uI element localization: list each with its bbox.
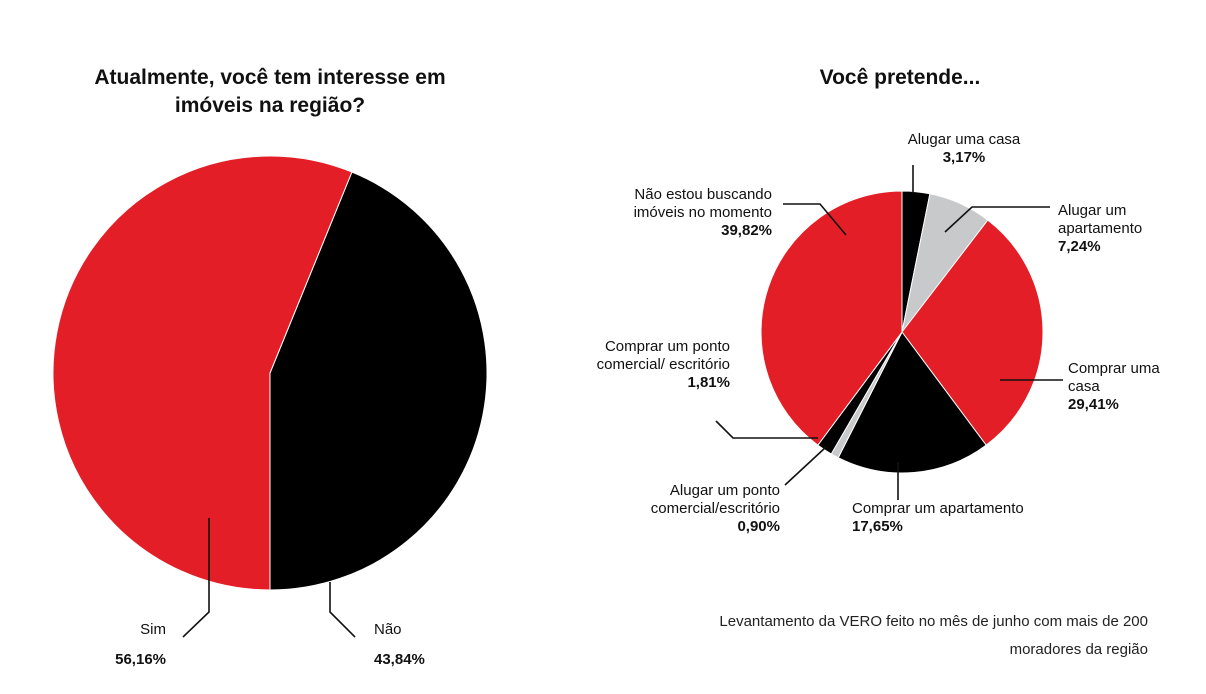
label-comprar-casa-value: 29,41% bbox=[1068, 396, 1119, 413]
pie1-slice-sim bbox=[52, 155, 353, 591]
pie2-slice-6 bbox=[760, 190, 903, 446]
label-nao-name: Não bbox=[374, 621, 402, 638]
leader-line-nao-buscando bbox=[783, 203, 847, 236]
label-alugar-ponto-value: 0,90% bbox=[737, 518, 780, 535]
pie2-slice-3 bbox=[837, 331, 987, 474]
label-alugar-apartamento: Alugar um apartamento 7,24% bbox=[1058, 202, 1168, 256]
label-comprar-casa-name: Comprar uma casa bbox=[1068, 360, 1160, 395]
chart-1-title: Atualmente, você tem interesse em imóvei… bbox=[94, 66, 446, 117]
label-comprar-casa: Comprar uma casa 29,41% bbox=[1068, 360, 1168, 414]
leader-line-alugar-apartamento bbox=[944, 206, 1050, 233]
leader-lines bbox=[182, 165, 1063, 638]
label-nao-buscando: Não estou buscando imóveis no momento 39… bbox=[592, 186, 772, 240]
label-alugar-casa: Alugar uma casa 3,17% bbox=[888, 131, 1040, 167]
leader-line-sim bbox=[182, 518, 210, 638]
label-alugar-apartamento-value: 7,24% bbox=[1058, 238, 1101, 255]
label-comprar-ponto-value: 1,81% bbox=[687, 374, 730, 391]
label-comprar-apartamento: Comprar um apartamento 17,65% bbox=[852, 500, 1082, 536]
label-comprar-apartamento-value: 17,65% bbox=[852, 518, 903, 535]
pie1-slice-nao bbox=[269, 171, 488, 591]
label-alugar-ponto: Alugar um ponto comercial/escritório 0,9… bbox=[600, 482, 780, 536]
label-alugar-apartamento-name: Alugar um apartamento bbox=[1058, 202, 1143, 237]
label-comprar-apartamento-name: Comprar um apartamento bbox=[852, 500, 1024, 517]
label-alugar-casa-name: Alugar uma casa bbox=[907, 131, 1021, 148]
label-sim-value: 56,16% bbox=[115, 651, 166, 668]
label-nao: Não 43,84% bbox=[374, 621, 425, 669]
leader-line-alugar-ponto bbox=[784, 446, 827, 486]
label-comprar-ponto-name: Comprar um ponto comercial/ escritório bbox=[596, 338, 730, 373]
label-alugar-ponto-name: Alugar um ponto comercial/escritório bbox=[650, 482, 780, 517]
footnote: Levantamento da VERO feito no mês de jun… bbox=[719, 613, 1148, 658]
pie-chart-intentions bbox=[760, 190, 1044, 474]
label-sim-name: Sim bbox=[140, 621, 166, 638]
label-nao-buscando-value: 39,82% bbox=[721, 222, 772, 239]
pie-chart-interest bbox=[52, 155, 488, 591]
pie2-slice-2 bbox=[901, 219, 1044, 446]
label-nao-value: 43,84% bbox=[374, 651, 425, 668]
label-comprar-ponto: Comprar um ponto comercial/ escritório 1… bbox=[580, 338, 730, 392]
leader-line-comprar-ponto bbox=[715, 420, 818, 439]
leader-line-nao bbox=[329, 582, 356, 638]
chart-2-title: Você pretende... bbox=[819, 66, 981, 89]
label-sim: Sim 56,16% bbox=[115, 621, 166, 669]
label-alugar-casa-value: 3,17% bbox=[942, 149, 986, 166]
label-nao-buscando-name: Não estou buscando imóveis no momento bbox=[633, 186, 772, 221]
